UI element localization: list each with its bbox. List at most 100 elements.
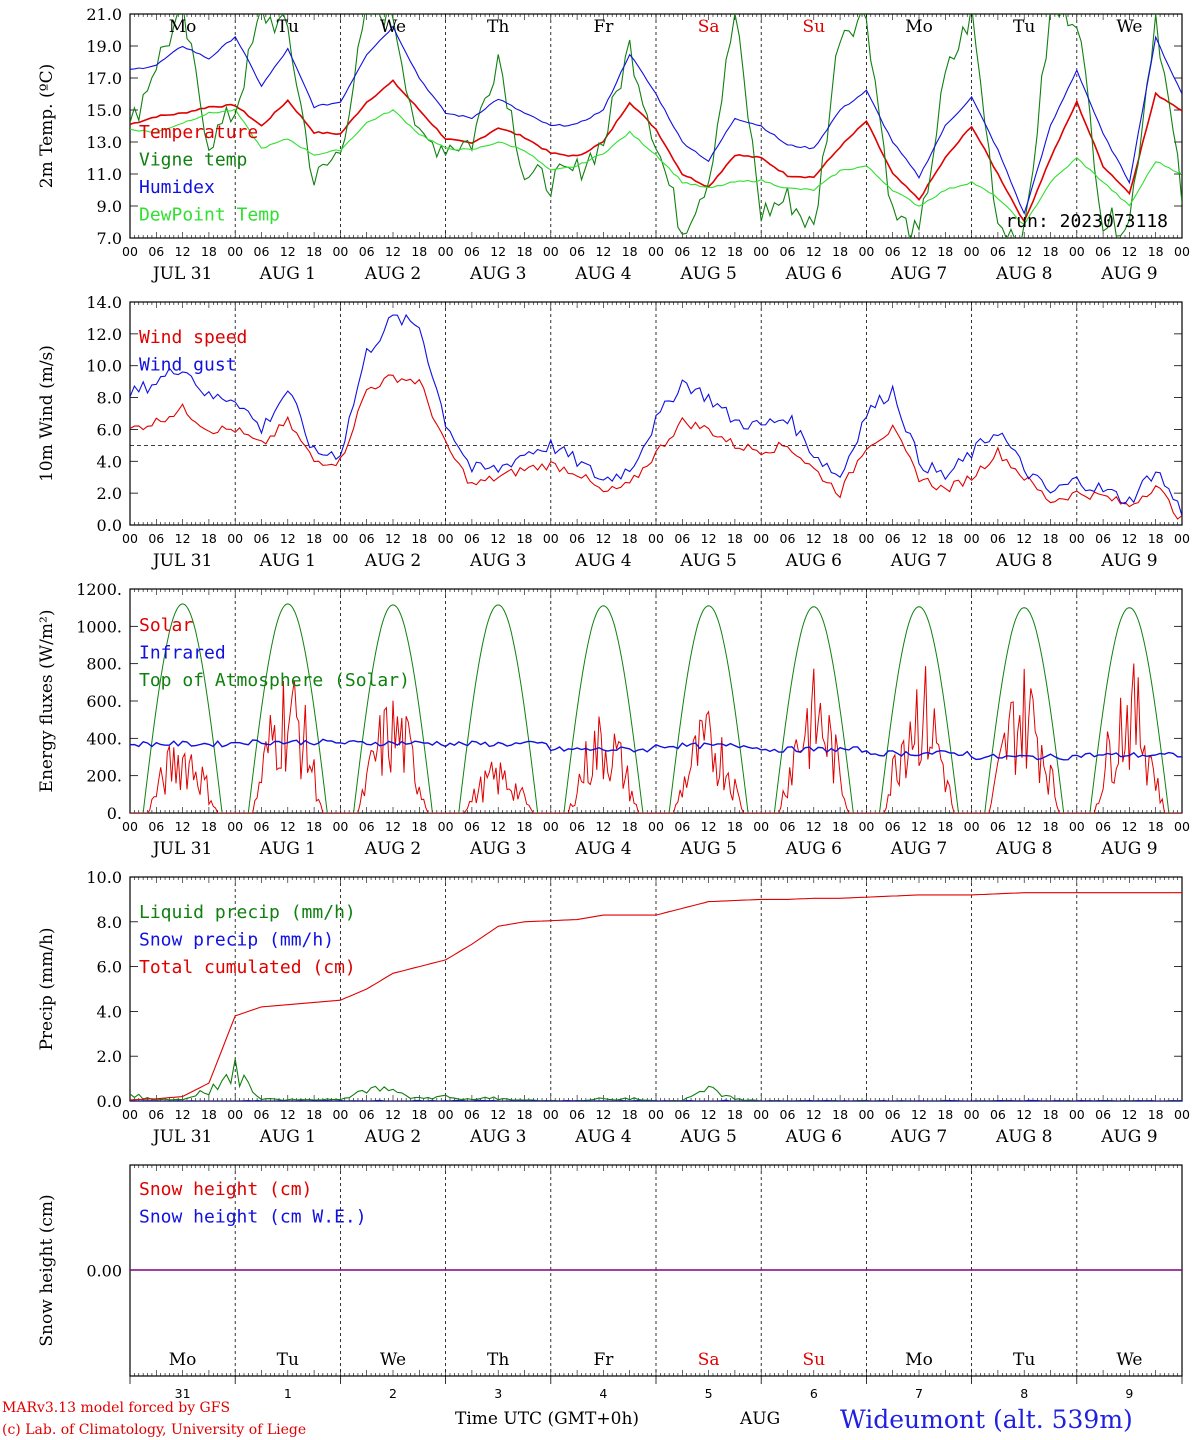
- date-label: AUG 4: [574, 1127, 631, 1147]
- date-label: AUG 7: [890, 551, 947, 571]
- series-line-dewpoint-temp: [130, 108, 1182, 226]
- hour-tick-label: 18: [411, 819, 427, 834]
- hour-tick-label: 12: [806, 1107, 822, 1122]
- hour-tick-label: 00: [964, 1107, 980, 1122]
- hour-tick-label: 18: [832, 819, 848, 834]
- series-layer: [130, 14, 1182, 238]
- hour-tick-label: 12: [806, 531, 822, 546]
- hour-tick-label: 12: [385, 531, 401, 546]
- hour-tick-label: 12: [385, 1107, 401, 1122]
- hour-tick-label: 06: [885, 244, 901, 259]
- date-label: AUG 4: [574, 264, 631, 284]
- hour-tick-label: 00: [753, 531, 769, 546]
- day-number-label: 9: [1125, 1386, 1133, 1401]
- hour-tick-label: 00: [1069, 1107, 1085, 1122]
- top-day-label: Mo: [169, 17, 197, 37]
- day-number-label: 8: [1020, 1386, 1028, 1401]
- hour-tick-label: 12: [806, 819, 822, 834]
- toa-solar-arch: [879, 606, 959, 813]
- date-label: JUL 31: [151, 551, 212, 571]
- y-tick-label: 4.0: [97, 1002, 122, 1021]
- date-label: AUG 9: [1100, 1127, 1157, 1147]
- y-tick-label: 7.0: [97, 229, 122, 248]
- hour-tick-label: 00: [332, 1107, 348, 1122]
- top-day-label: Mo: [905, 17, 933, 37]
- hour-tick-label: 12: [595, 244, 611, 259]
- bottom-day-label: Mo: [905, 1350, 933, 1370]
- legend-entry: Liquid precip (mm/h): [139, 902, 356, 923]
- date-label: JUL 31: [151, 839, 212, 859]
- hour-tick-label: 06: [674, 531, 690, 546]
- hour-tick-label: 12: [490, 244, 506, 259]
- y-axis-label: Energy fluxes (W/m²): [37, 610, 57, 793]
- hour-tick-label: 12: [595, 819, 611, 834]
- series-line-total-cumulated-cm-: [130, 892, 1182, 1101]
- y-axis-label: 2m Temp. (ºC): [37, 64, 57, 189]
- y-axis-label: 10m Wind (m/s): [37, 345, 57, 482]
- y-tick-label: 2.0: [97, 1047, 122, 1066]
- hour-tick-label: 00: [332, 244, 348, 259]
- hour-tick-label: 06: [780, 244, 796, 259]
- hour-tick-label: 12: [1121, 819, 1137, 834]
- hour-tick-label: 00: [227, 531, 243, 546]
- day-number-label: 31: [175, 1386, 191, 1401]
- panel-5: 0.00 Snow height (cm) Mo 31 Tu 1 We 2 Th 3 Fr 4 Sa 5 S…: [37, 1164, 1183, 1401]
- hour-tick-label: 18: [727, 1107, 743, 1122]
- hour-tick-label: 06: [885, 1107, 901, 1122]
- y-tick-label: 12.0: [86, 325, 122, 344]
- date-label: AUG 1: [259, 839, 316, 859]
- top-day-label: Sa: [698, 17, 720, 37]
- hour-tick-label: 06: [1095, 244, 1111, 259]
- top-day-label: We: [380, 17, 406, 37]
- y-tick-label: 0.00: [86, 1262, 122, 1281]
- hour-tick-label: 12: [175, 244, 191, 259]
- date-label: AUG 8: [995, 1127, 1052, 1147]
- hour-tick-label: 00: [332, 819, 348, 834]
- date-label: AUG 2: [364, 1127, 421, 1147]
- hour-tick-label: 18: [832, 1107, 848, 1122]
- hour-tick-label: 18: [306, 244, 322, 259]
- hour-tick-label: 12: [175, 531, 191, 546]
- plot-frame: [129, 588, 1183, 814]
- hour-tick-label: 06: [1095, 1107, 1111, 1122]
- hour-tick-label: 18: [306, 531, 322, 546]
- hour-tick-label: 18: [1148, 531, 1164, 546]
- time-axis-label: Time UTC (GMT+0h): [455, 1409, 639, 1429]
- hour-tick-label: 00: [753, 819, 769, 834]
- date-label: AUG 4: [574, 551, 631, 571]
- date-label: AUG 7: [890, 264, 947, 284]
- hour-tick-label: 12: [280, 244, 296, 259]
- hour-tick-label: 12: [490, 1107, 506, 1122]
- hour-tick-label: 18: [727, 819, 743, 834]
- hour-tick-label: 00: [438, 1107, 454, 1122]
- toa-solar-arch: [1089, 607, 1170, 813]
- legend-entry: Temperature: [139, 122, 258, 143]
- date-label: AUG 2: [364, 551, 421, 571]
- toa-solar-arch: [353, 604, 433, 813]
- hour-tick-label: 00: [543, 819, 559, 834]
- hour-tick-label: 06: [569, 1107, 585, 1122]
- bottom-day-label: We: [380, 1350, 406, 1370]
- bottom-day-label: Mo: [169, 1350, 197, 1370]
- date-label: AUG 7: [890, 839, 947, 859]
- hour-tick-label: 06: [359, 1107, 375, 1122]
- bottom-day-label: Tu: [1013, 1350, 1035, 1370]
- y-tick-label: 10.0: [86, 357, 122, 376]
- station-title: Wideumont (alt. 539m): [840, 1405, 1133, 1434]
- day-number-label: 4: [599, 1386, 607, 1401]
- panel-3: 0. 200. 400. 600. 800. 1000. 1200. Energy fluxe…: [37, 580, 1190, 859]
- hour-tick-label: 12: [1121, 1107, 1137, 1122]
- y-tick-label: 10.0: [86, 868, 122, 887]
- bottom-day-label: Fr: [593, 1350, 614, 1370]
- hour-tick-label: 06: [464, 1107, 480, 1122]
- legend-entry: Infrared: [139, 643, 226, 664]
- y-tick-label: 17.0: [86, 69, 122, 88]
- lab-credit: (c) Lab. of Climatology, University of L…: [2, 1422, 306, 1438]
- date-label: AUG 5: [679, 551, 736, 571]
- hour-tick-label: 00: [227, 244, 243, 259]
- toa-solar-arch: [458, 604, 539, 813]
- y-tick-label: 9.0: [97, 197, 122, 216]
- day-number-label: 7: [915, 1386, 923, 1401]
- y-tick-label: 0.0: [97, 516, 122, 535]
- date-label: JUL 31: [151, 1127, 212, 1147]
